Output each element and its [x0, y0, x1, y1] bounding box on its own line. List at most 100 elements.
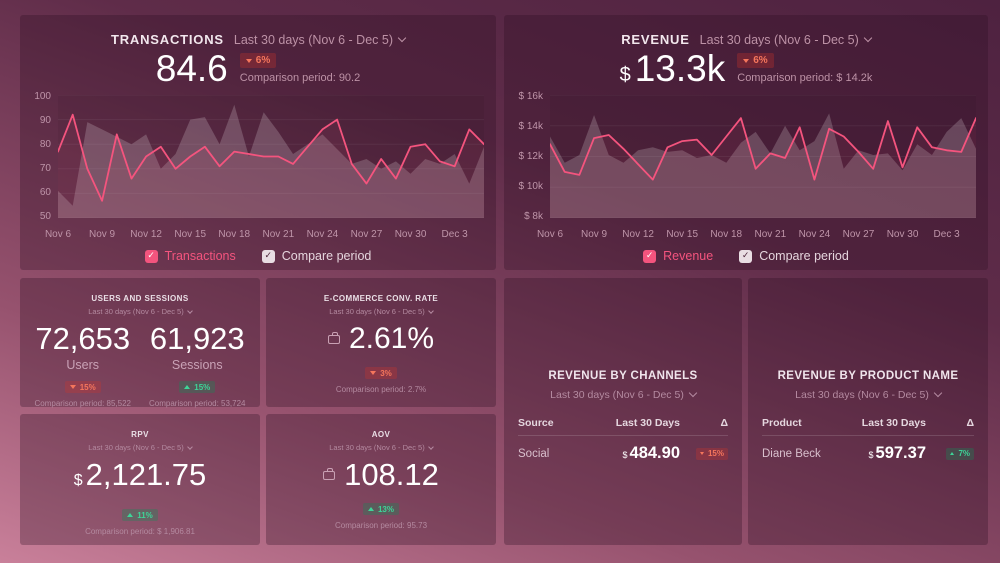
panel-conv-rate: E-COMMERCE CONV. RATE Last 30 days (Nov … — [266, 278, 496, 407]
products-table: Product Last 30 Days Δ Diane Beck $597.3… — [762, 417, 974, 469]
users-sessions-title: USERS AND SESSIONS — [91, 294, 189, 303]
chevron-down-icon — [427, 443, 434, 450]
channel-name: Social — [518, 447, 550, 460]
product-delta-badge: 7% — [946, 447, 974, 460]
panel-users-sessions: USERS AND SESSIONS Last 30 days (Nov 6 -… — [20, 278, 260, 409]
transactions-period-dropdown[interactable]: Last 30 days (Nov 6 - Dec 5) — [234, 33, 407, 47]
transactions-chart[interactable] — [58, 95, 484, 218]
aov-comparison: Comparison period: 95.73 — [334, 521, 428, 530]
up-triangle-icon — [950, 452, 955, 455]
currency-symbol: $ — [619, 64, 631, 86]
revenue-title: REVENUE — [621, 32, 690, 47]
down-triangle-icon — [69, 385, 76, 389]
checkbox-checked-icon — [261, 249, 275, 263]
channel-delta-badge: 15% — [695, 447, 728, 460]
column-last-30-days: Last 30 Days — [615, 417, 680, 429]
rpv-value: $2,121.75 — [74, 458, 207, 498]
aov-period-dropdown[interactable]: Last 30 days (Nov 6 - Dec 5) — [329, 443, 434, 452]
chevron-down-icon — [933, 388, 943, 398]
panel-revenue: REVENUE Last 30 days (Nov 6 - Dec 5) $13… — [504, 15, 988, 270]
y-axis-labels: 100 90 80 70 60 50 — [34, 91, 51, 222]
rpv-delta-badge: 11% — [122, 509, 158, 521]
conv-rate-comparison: Comparison period: 2.7% — [335, 385, 427, 394]
revenue-chart[interactable] — [550, 95, 976, 218]
currency-symbol: $ — [622, 450, 628, 460]
sessions-metric: 61,923 Sessions 15% Comparison period: 5… — [149, 322, 246, 409]
channel-value: $484.90 — [622, 444, 680, 462]
down-triangle-icon — [370, 371, 377, 375]
conv-rate-title: E-COMMERCE CONV. RATE — [323, 294, 439, 303]
column-delta: Δ — [720, 417, 728, 429]
sessions-comparison: Comparison period: 53,724 — [149, 399, 246, 408]
transactions-value: 84.6 — [155, 48, 228, 89]
x-axis-labels: Nov 6 Nov 9 Nov 12 Nov 15 Nov 18 Nov 21 Nov 24… — [44, 229, 468, 240]
channels-title: REVENUE BY CHANNELS — [548, 370, 698, 382]
up-triangle-icon — [127, 513, 134, 517]
revenue-period-dropdown[interactable]: Last 30 days (Nov 6 - Dec 5) — [700, 33, 873, 47]
conv-rate-value: 2.61% — [348, 322, 435, 355]
users-delta-badge: 15% — [64, 381, 101, 393]
sessions-delta-badge: 15% — [179, 381, 216, 393]
x-axis-labels: Nov 6 Nov 9 Nov 12 Nov 15 Nov 18 Nov 21 Nov 24… — [536, 229, 960, 240]
products-table-header: Product Last 30 Days Δ — [762, 417, 974, 436]
transactions-title: TRANSACTIONS — [111, 32, 224, 47]
checkbox-checked-icon — [144, 249, 158, 263]
chevron-down-icon — [186, 443, 193, 450]
users-metric: 72,653 Users 15% Comparison period: 85,5… — [34, 321, 131, 409]
revenue-delta-badge: 6% — [737, 53, 774, 68]
conv-rate-delta-badge: 3% — [365, 367, 397, 379]
table-row[interactable]: Social $484.90 15% — [518, 436, 728, 469]
panel-rpv: RPV Last 30 days (Nov 6 - Dec 5) $2,121.… — [20, 414, 260, 545]
chevron-down-icon — [397, 33, 407, 42]
product-value: $597.37 — [868, 444, 926, 462]
column-last-30-days: Last 30 Days — [861, 417, 926, 429]
users-sessions-period-dropdown[interactable]: Last 30 days (Nov 6 - Dec 5) — [88, 307, 193, 316]
users-comparison: Comparison period: 85,522 — [34, 399, 131, 408]
conv-rate-period-dropdown[interactable]: Last 30 days (Nov 6 - Dec 5) — [329, 307, 434, 316]
panel-aov: AOV Last 30 days (Nov 6 - Dec 5) 108.12 … — [266, 414, 496, 545]
users-value: 72,653 — [35, 321, 131, 356]
panel-transactions: TRANSACTIONS Last 30 days (Nov 6 - Dec 5… — [20, 15, 496, 270]
aov-value: 108.12 — [344, 457, 439, 492]
column-delta: Δ — [966, 417, 974, 429]
down-triangle-icon — [245, 58, 252, 63]
rpv-comparison: Comparison period: $ 1,906.81 — [85, 527, 195, 536]
legend-compare-period[interactable]: Compare period — [261, 249, 371, 263]
currency-symbol: $ — [73, 472, 83, 489]
chevron-down-icon — [186, 307, 193, 314]
legend-transactions[interactable]: Transactions — [144, 249, 236, 263]
channels-table-header: Source Last 30 Days Δ — [518, 417, 728, 436]
chevron-down-icon — [427, 307, 434, 314]
rpv-period-dropdown[interactable]: Last 30 days (Nov 6 - Dec 5) — [88, 443, 193, 452]
products-period-dropdown[interactable]: Last 30 days (Nov 6 - Dec 5) — [748, 388, 988, 401]
checkbox-checked-icon — [643, 249, 657, 263]
down-triangle-icon — [743, 58, 750, 63]
channels-table: Source Last 30 Days Δ Social $484.90 15% — [518, 417, 728, 469]
channels-period-dropdown[interactable]: Last 30 days (Nov 6 - Dec 5) — [504, 388, 742, 401]
panel-revenue-by-channels: REVENUE BY CHANNELS Last 30 days (Nov 6 … — [504, 278, 742, 545]
currency-symbol: $ — [868, 450, 874, 460]
transactions-delta-badge: 6% — [239, 53, 277, 68]
aov-title: AOV — [371, 430, 391, 439]
legend-compare-period[interactable]: Compare period — [739, 249, 849, 263]
goal-icon — [327, 331, 340, 344]
up-triangle-icon — [367, 507, 374, 511]
up-triangle-icon — [184, 385, 191, 389]
y-axis-labels: $ 16k $ 14k $ 12k $ 10k $ 8k — [518, 91, 543, 222]
table-row[interactable]: Diane Beck $597.37 7% — [762, 436, 974, 469]
product-name: Diane Beck — [762, 447, 821, 460]
users-label: Users — [66, 358, 100, 372]
checkbox-checked-icon — [739, 249, 753, 263]
revenue-value: $13.3k — [620, 49, 726, 95]
products-title: REVENUE BY PRODUCT NAME — [777, 370, 959, 382]
down-triangle-icon — [699, 452, 704, 455]
sessions-label: Sessions — [171, 358, 223, 372]
rpv-title: RPV — [131, 430, 149, 439]
aov-delta-badge: 13% — [362, 503, 399, 515]
goal-icon — [323, 467, 336, 480]
legend-revenue[interactable]: Revenue — [643, 249, 713, 263]
column-source: Source — [518, 417, 554, 429]
chevron-down-icon — [863, 33, 873, 42]
panel-revenue-by-product: REVENUE BY PRODUCT NAME Last 30 days (No… — [748, 278, 988, 545]
